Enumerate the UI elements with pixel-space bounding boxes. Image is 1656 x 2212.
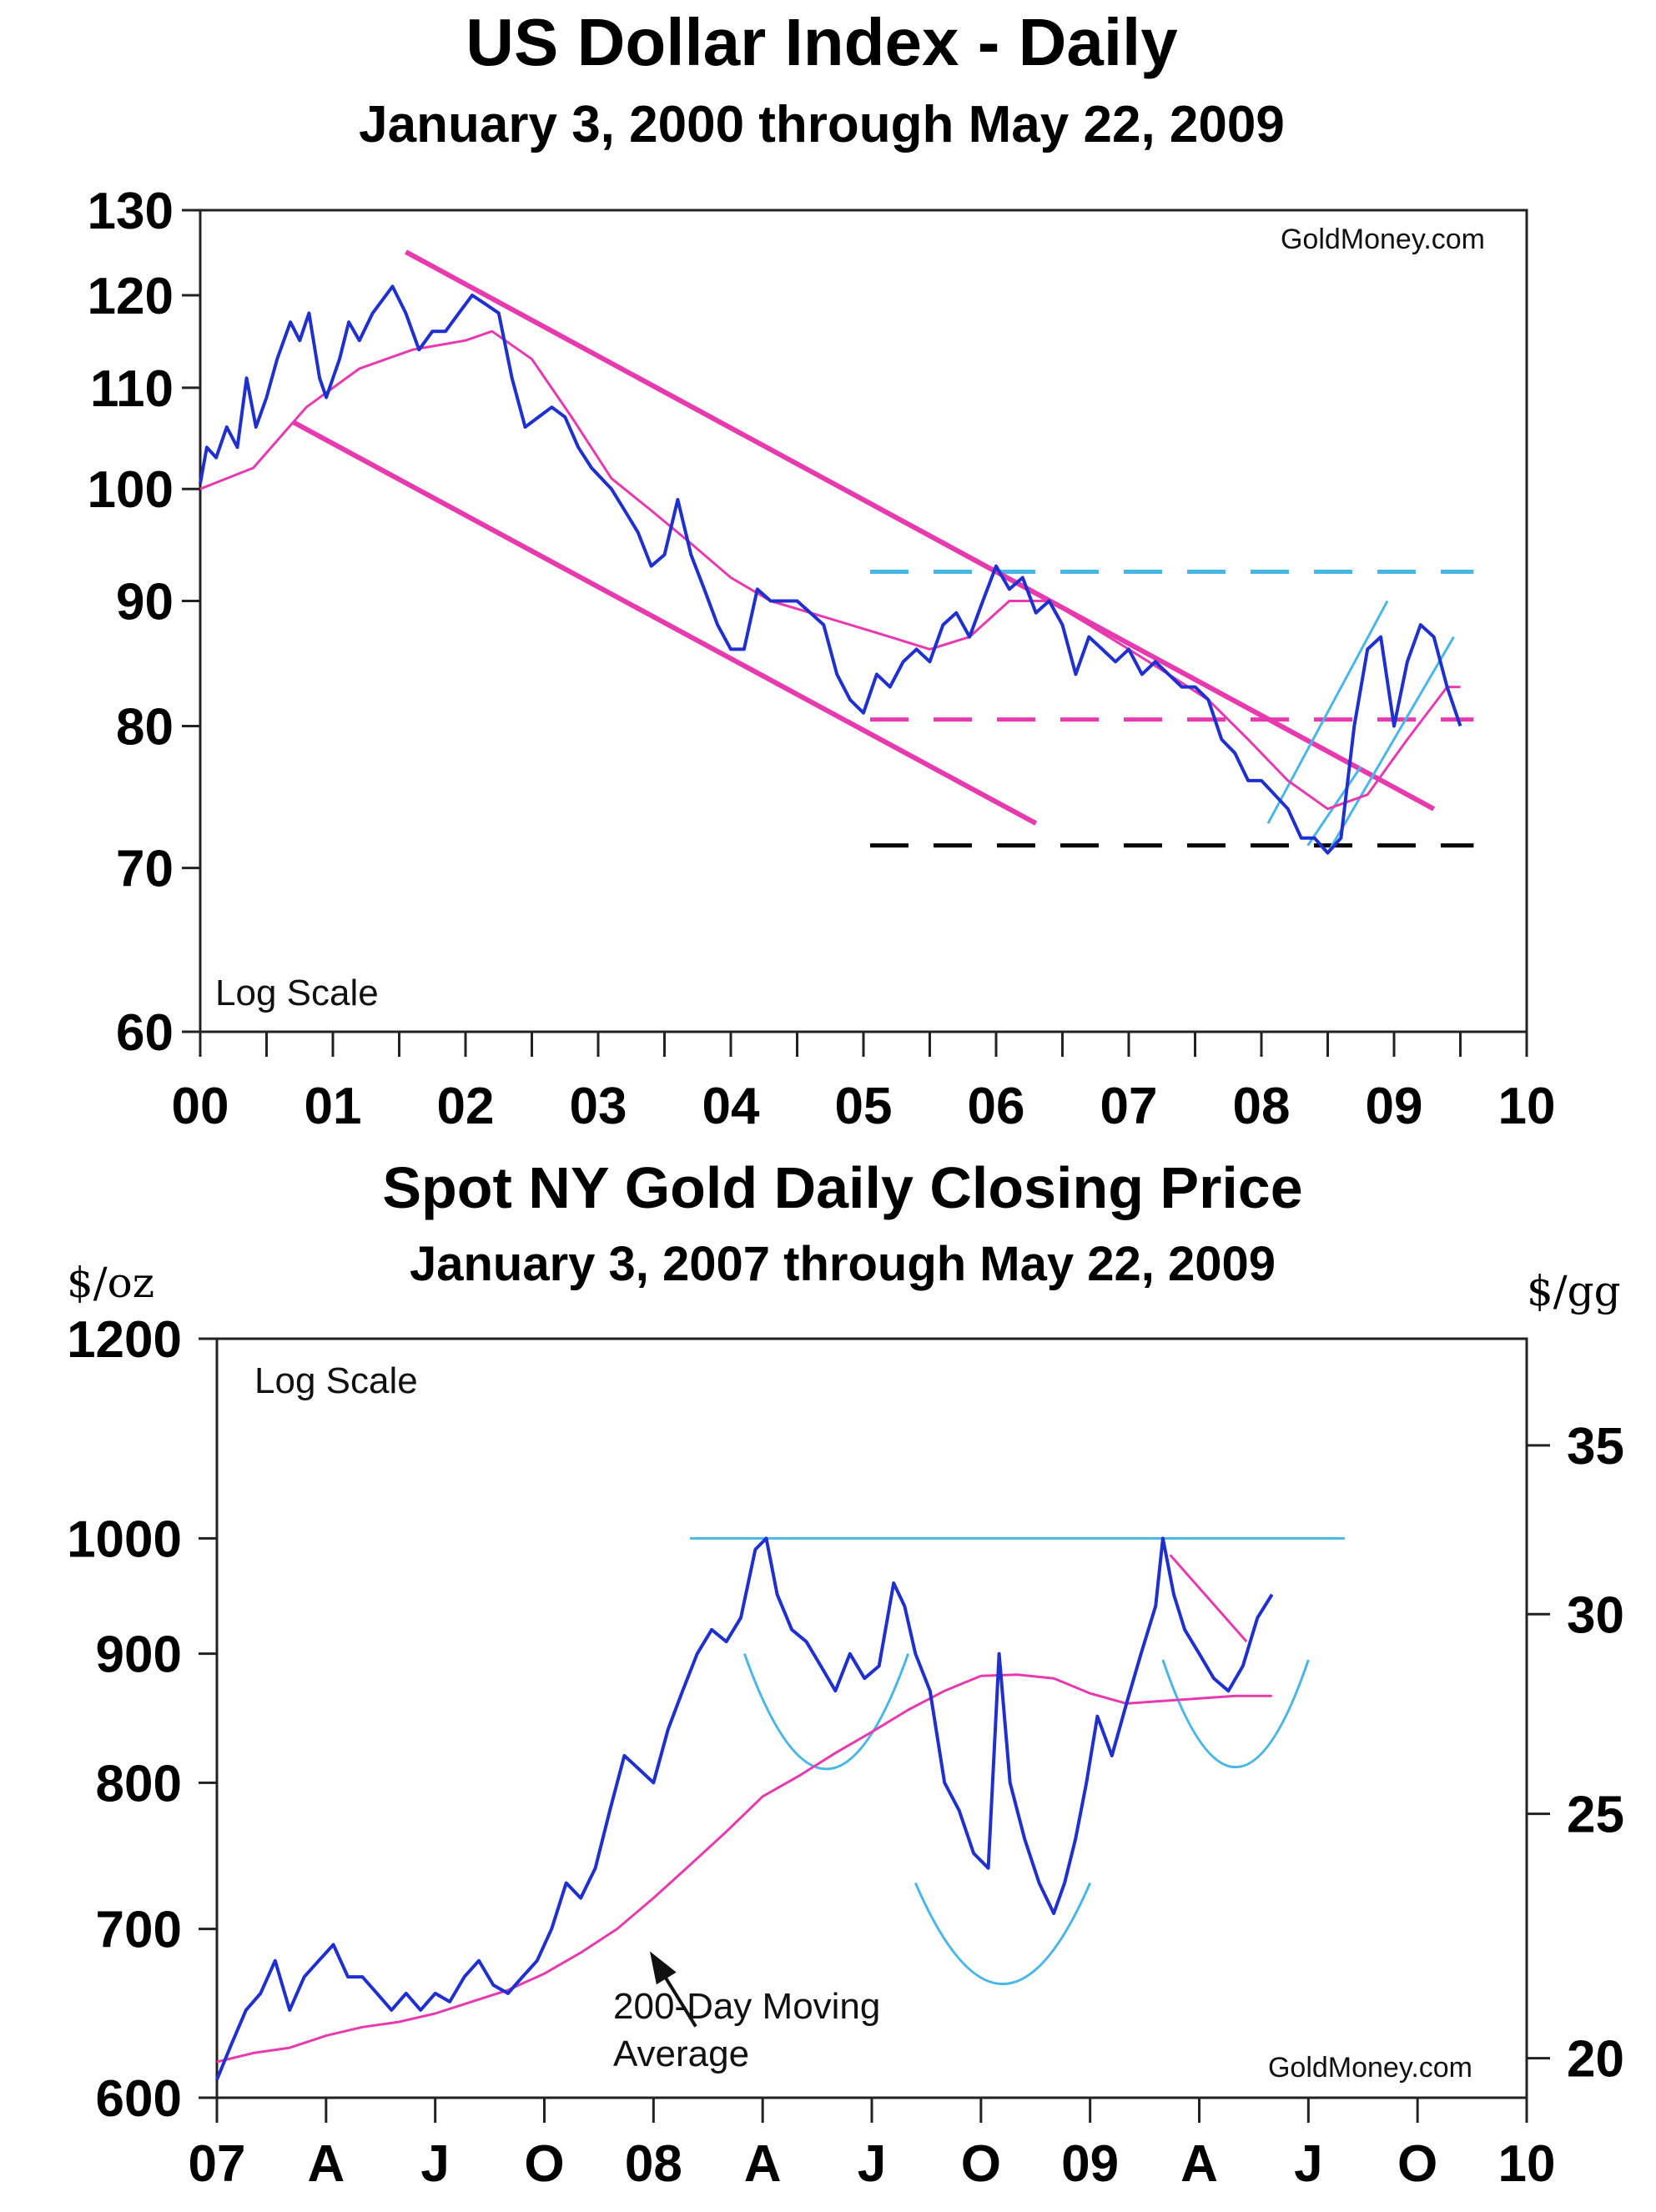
gold-source-label: GoldMoney.com — [1268, 2052, 1472, 2084]
annotation-arrowhead — [649, 1951, 677, 1985]
gold-y-tick-label: 700 — [96, 1902, 182, 1959]
dollar-chart-subtitle: January 3, 2000 through May 22, 2009 — [359, 96, 1285, 153]
gold-price-line — [215, 1536, 1274, 2081]
dollar-source-label: GoldMoney.com — [1281, 224, 1485, 255]
dollar-log-scale-label: Log Scale — [215, 973, 379, 1013]
dollar-y-tick-label: 130 — [88, 183, 174, 240]
gold-cup-arc — [914, 1882, 1092, 1985]
gold-pattern-arcs — [742, 1554, 1310, 1985]
dollar-y-tick-label: 120 — [88, 268, 174, 325]
gold-declining-trend-line — [1169, 1554, 1248, 1643]
gold-chart-subtitle: January 3, 2007 through May 22, 2009 — [410, 1237, 1276, 1291]
dollar-moving-average-line — [199, 329, 1461, 811]
dollar-trend-line — [1326, 636, 1455, 854]
gold-x-tick-label: A — [744, 2135, 782, 2193]
moving-average-annotation: 200-Day Moving Average — [613, 1951, 880, 2074]
gold-x-tick-label: J — [858, 2135, 886, 2193]
dollar-reference-lines — [869, 570, 1474, 848]
gold-right-tick-label: 35 — [1567, 1418, 1624, 1476]
gold-x-tick-label: A — [1180, 2135, 1218, 2193]
dollar-x-tick-label: 03 — [570, 1078, 627, 1135]
dollar-x-tick-label: 01 — [305, 1078, 362, 1135]
gold-chart-title: Spot NY Gold Daily Closing Price — [382, 1155, 1302, 1220]
dollar-trend-line — [291, 420, 1038, 826]
gold-right-tick-label: 20 — [1567, 2031, 1624, 2089]
dollar-x-tick-label: 05 — [835, 1078, 893, 1135]
gold-y-tick-label: 800 — [96, 1755, 182, 1812]
gold-y-tick-label: 600 — [96, 2070, 182, 2128]
dollar-trend-line — [405, 249, 1436, 812]
dollar-index-line — [199, 284, 1462, 855]
dollar-x-tick-label: 00 — [172, 1078, 229, 1135]
gold-right-tick-label: 25 — [1567, 1787, 1624, 1844]
gold-x-tick-label: O — [524, 2135, 564, 2193]
gold-cup-arc — [742, 1653, 910, 1771]
gold-right-tick-label: 30 — [1567, 1586, 1624, 1644]
gold-axes: 600 700 800 900 1000 1200 20 25 30 35 07 A J O 08 A J O 09… — [67, 1311, 1624, 2193]
gold-cup-arc — [1161, 1659, 1310, 1768]
gold-series — [215, 1536, 1274, 2081]
annotation-line-2: Average — [613, 2034, 749, 2074]
dollar-series — [199, 284, 1462, 855]
dollar-x-tick-label: 04 — [702, 1078, 760, 1135]
dollar-plot-frame — [199, 209, 1528, 1033]
dollar-trend-line — [1266, 600, 1389, 824]
dollar-x-tick-label: 08 — [1233, 1078, 1291, 1135]
gold-x-tick-label: 07 — [189, 2135, 246, 2193]
gold-x-tick-label: J — [420, 2135, 449, 2193]
dollar-index-chart: US Dollar Index - Daily January 3, 2000 … — [88, 5, 1556, 1135]
dollar-y-tick-label: 100 — [88, 461, 174, 519]
gold-log-scale-label: Log Scale — [254, 1360, 418, 1401]
gold-x-tick-label: J — [1294, 2135, 1322, 2193]
gold-x-tick-label: A — [307, 2135, 345, 2193]
dollar-x-tick-label: 07 — [1100, 1078, 1158, 1135]
gold-y-tick-label: 1200 — [67, 1311, 182, 1369]
dollar-y-tick-label: 70 — [116, 841, 174, 898]
annotation-line-1: 200-Day Moving — [613, 1986, 880, 2027]
dollar-y-tick-label: 90 — [116, 573, 174, 631]
dollar-y-tick-label: 80 — [116, 699, 174, 757]
gold-y-tick-label: 900 — [96, 1626, 182, 1684]
gold-y-tick-label: 1000 — [67, 1511, 182, 1568]
dollar-x-tick-label: 06 — [968, 1078, 1025, 1135]
gold-right-unit: $/gg — [1527, 1267, 1621, 1315]
dollar-x-tick-label: 10 — [1498, 1078, 1556, 1135]
gold-left-unit: $/oz — [67, 1259, 154, 1307]
gold-chart: Spot NY Gold Daily Closing Price January… — [67, 1155, 1624, 2193]
dollar-trend-lines — [291, 249, 1455, 854]
gold-x-tick-label: O — [1397, 2135, 1437, 2193]
gold-x-tick-label: 10 — [1498, 2135, 1556, 2193]
gold-x-tick-label: 08 — [625, 2135, 682, 2193]
dollar-chart-title: US Dollar Index - Daily — [466, 5, 1178, 79]
gold-x-tick-label: O — [961, 2135, 1001, 2193]
gold-x-tick-label: 09 — [1061, 2135, 1119, 2193]
dollar-y-tick-label: 110 — [90, 360, 174, 418]
dollar-x-tick-label: 09 — [1366, 1078, 1423, 1135]
gold-moving-average-line — [216, 1673, 1272, 2064]
gold-plot-frame — [215, 1337, 1528, 2099]
dollar-x-tick-label: 02 — [437, 1078, 495, 1135]
dollar-y-tick-label: 60 — [116, 1004, 174, 1062]
dollar-axes: 60 70 80 90 100 110 120 130 00 01 02 03 04 05 06 07 08 09… — [88, 183, 1556, 1135]
